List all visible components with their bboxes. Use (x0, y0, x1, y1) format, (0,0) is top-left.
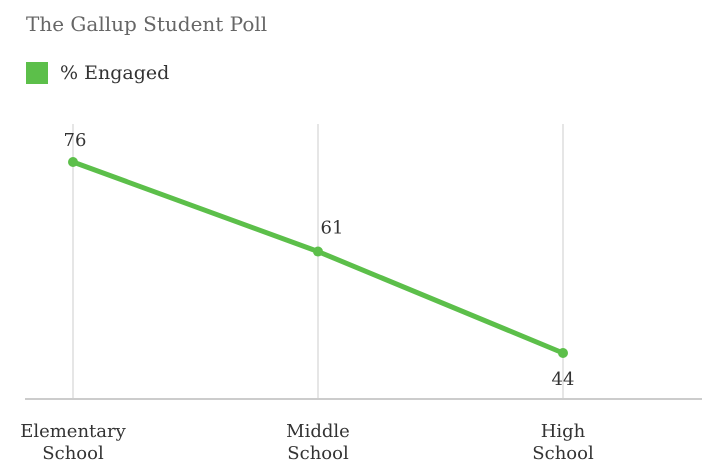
data-label-2: 44 (552, 369, 575, 390)
data-point-0 (68, 157, 78, 167)
data-label-1: 61 (321, 218, 344, 239)
x-tick-label-2: High School (532, 421, 594, 464)
x-tick-label-1: Middle School (286, 421, 350, 464)
data-labels: 76 61 44 (64, 130, 575, 390)
x-axis-ticks: Elementary School Middle School High School (20, 421, 594, 464)
data-label-0: 76 (64, 130, 87, 151)
data-point-2 (558, 348, 568, 358)
legend-label: % Engaged (60, 62, 169, 84)
data-point-1 (313, 246, 323, 257)
x-tick-label-0: Elementary School (20, 421, 126, 464)
chart-title: The Gallup Student Poll (26, 12, 267, 36)
series-engaged (68, 157, 568, 358)
gridlines (25, 124, 702, 400)
legend-swatch (26, 62, 48, 84)
